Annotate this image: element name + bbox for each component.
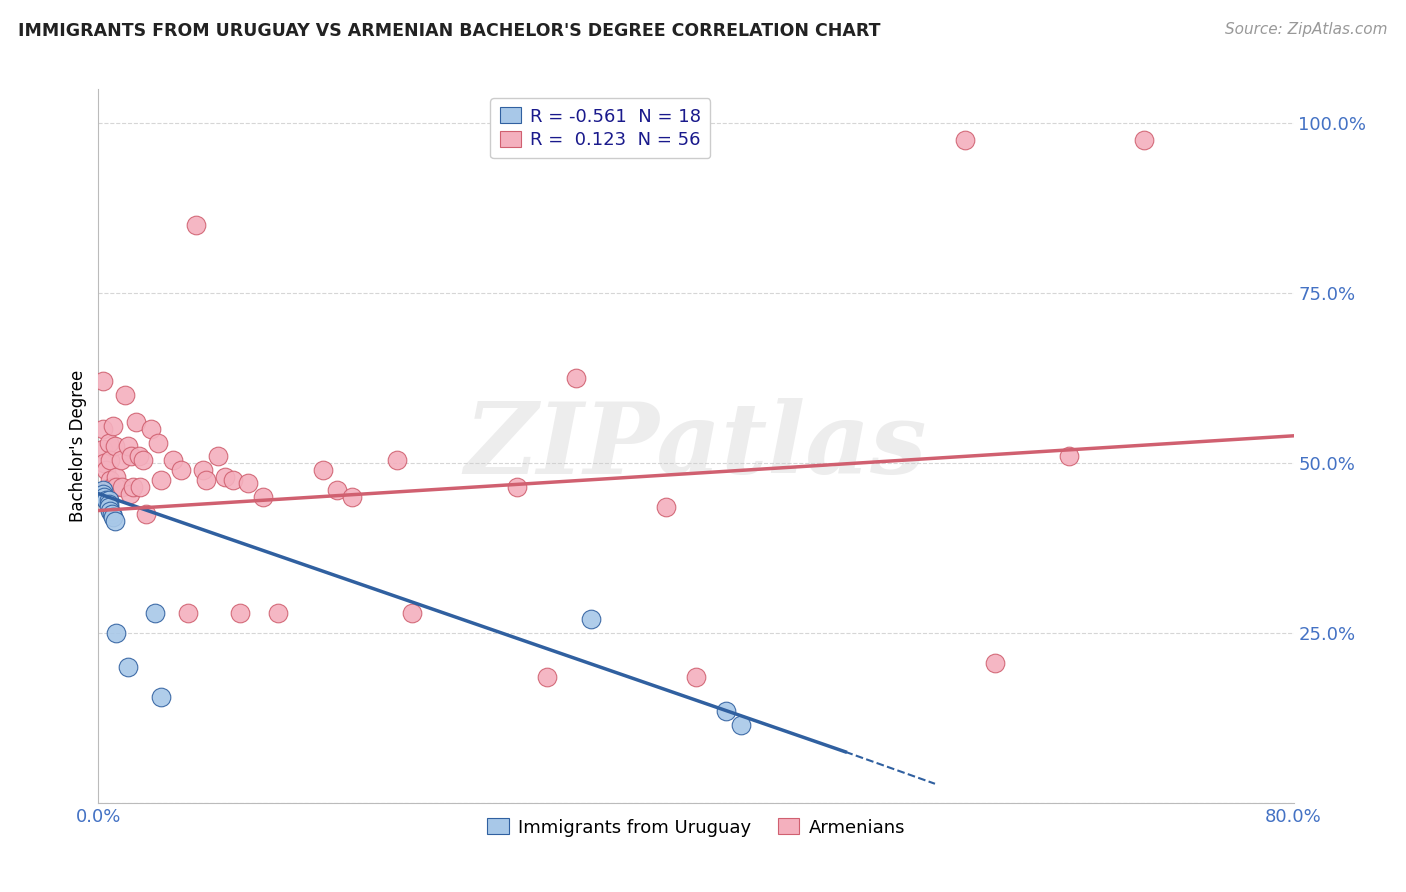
- Point: [1059, 449, 1081, 463]
- Point: [121, 480, 143, 494]
- Point: [97, 435, 120, 450]
- Point: [655, 500, 678, 515]
- Point: [129, 480, 152, 494]
- Point: [714, 704, 737, 718]
- Point: [117, 660, 139, 674]
- Point: [229, 606, 252, 620]
- Point: [132, 452, 155, 467]
- Point: [114, 388, 136, 402]
- Point: [101, 507, 124, 521]
- Point: [730, 717, 752, 731]
- Point: [581, 612, 603, 626]
- Point: [105, 469, 128, 483]
- Point: [105, 480, 128, 494]
- Point: [401, 606, 423, 620]
- Point: [91, 486, 114, 500]
- Point: [101, 480, 124, 494]
- Point: [91, 375, 114, 389]
- Y-axis label: Bachelor's Degree: Bachelor's Degree: [69, 370, 87, 522]
- Point: [169, 463, 191, 477]
- Point: [93, 490, 115, 504]
- Point: [222, 473, 245, 487]
- Point: [385, 452, 409, 467]
- Text: ZIPatlas: ZIPatlas: [465, 398, 927, 494]
- Point: [252, 490, 274, 504]
- Point: [195, 473, 218, 487]
- Point: [184, 218, 207, 232]
- Point: [311, 463, 333, 477]
- Point: [118, 486, 141, 500]
- Point: [207, 449, 229, 463]
- Point: [91, 483, 114, 498]
- Point: [93, 456, 115, 470]
- Point: [267, 606, 290, 620]
- Point: [97, 493, 120, 508]
- Point: [104, 439, 127, 453]
- Point: [97, 497, 120, 511]
- Point: [139, 422, 162, 436]
- Point: [125, 415, 148, 429]
- Point: [536, 670, 558, 684]
- Point: [953, 133, 976, 147]
- Point: [103, 418, 125, 433]
- Point: [162, 452, 184, 467]
- Point: [91, 442, 114, 457]
- Point: [1133, 133, 1156, 147]
- Point: [98, 503, 122, 517]
- Point: [506, 480, 529, 494]
- Point: [236, 476, 259, 491]
- Point: [110, 452, 132, 467]
- Point: [111, 480, 134, 494]
- Point: [565, 371, 588, 385]
- Point: [98, 473, 122, 487]
- Point: [177, 606, 200, 620]
- Point: [685, 670, 707, 684]
- Point: [94, 483, 117, 498]
- Text: Source: ZipAtlas.com: Source: ZipAtlas.com: [1225, 22, 1388, 37]
- Legend: Immigrants from Uruguay, Armenians: Immigrants from Uruguay, Armenians: [479, 811, 912, 844]
- Point: [342, 490, 364, 504]
- Point: [984, 657, 1007, 671]
- Point: [120, 449, 142, 463]
- Point: [98, 452, 122, 467]
- Point: [94, 463, 117, 477]
- Point: [91, 422, 114, 436]
- Point: [94, 493, 117, 508]
- Point: [117, 439, 139, 453]
- Point: [143, 606, 166, 620]
- Point: [191, 463, 214, 477]
- Point: [150, 473, 173, 487]
- Point: [104, 514, 127, 528]
- Point: [105, 626, 128, 640]
- Point: [135, 507, 157, 521]
- Point: [150, 690, 173, 705]
- Point: [326, 483, 349, 498]
- Point: [148, 435, 170, 450]
- Text: IMMIGRANTS FROM URUGUAY VS ARMENIAN BACHELOR'S DEGREE CORRELATION CHART: IMMIGRANTS FROM URUGUAY VS ARMENIAN BACH…: [18, 22, 880, 40]
- Point: [214, 469, 236, 483]
- Point: [128, 449, 150, 463]
- Point: [103, 510, 125, 524]
- Point: [97, 500, 120, 515]
